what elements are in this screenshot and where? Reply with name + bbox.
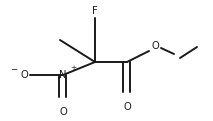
Text: −: − xyxy=(10,64,18,73)
Text: O: O xyxy=(151,41,159,51)
Text: +: + xyxy=(70,65,76,71)
Text: O: O xyxy=(59,107,67,117)
Text: O: O xyxy=(123,102,131,112)
Text: F: F xyxy=(92,6,98,16)
Text: O: O xyxy=(20,70,28,80)
Text: N: N xyxy=(59,70,67,80)
